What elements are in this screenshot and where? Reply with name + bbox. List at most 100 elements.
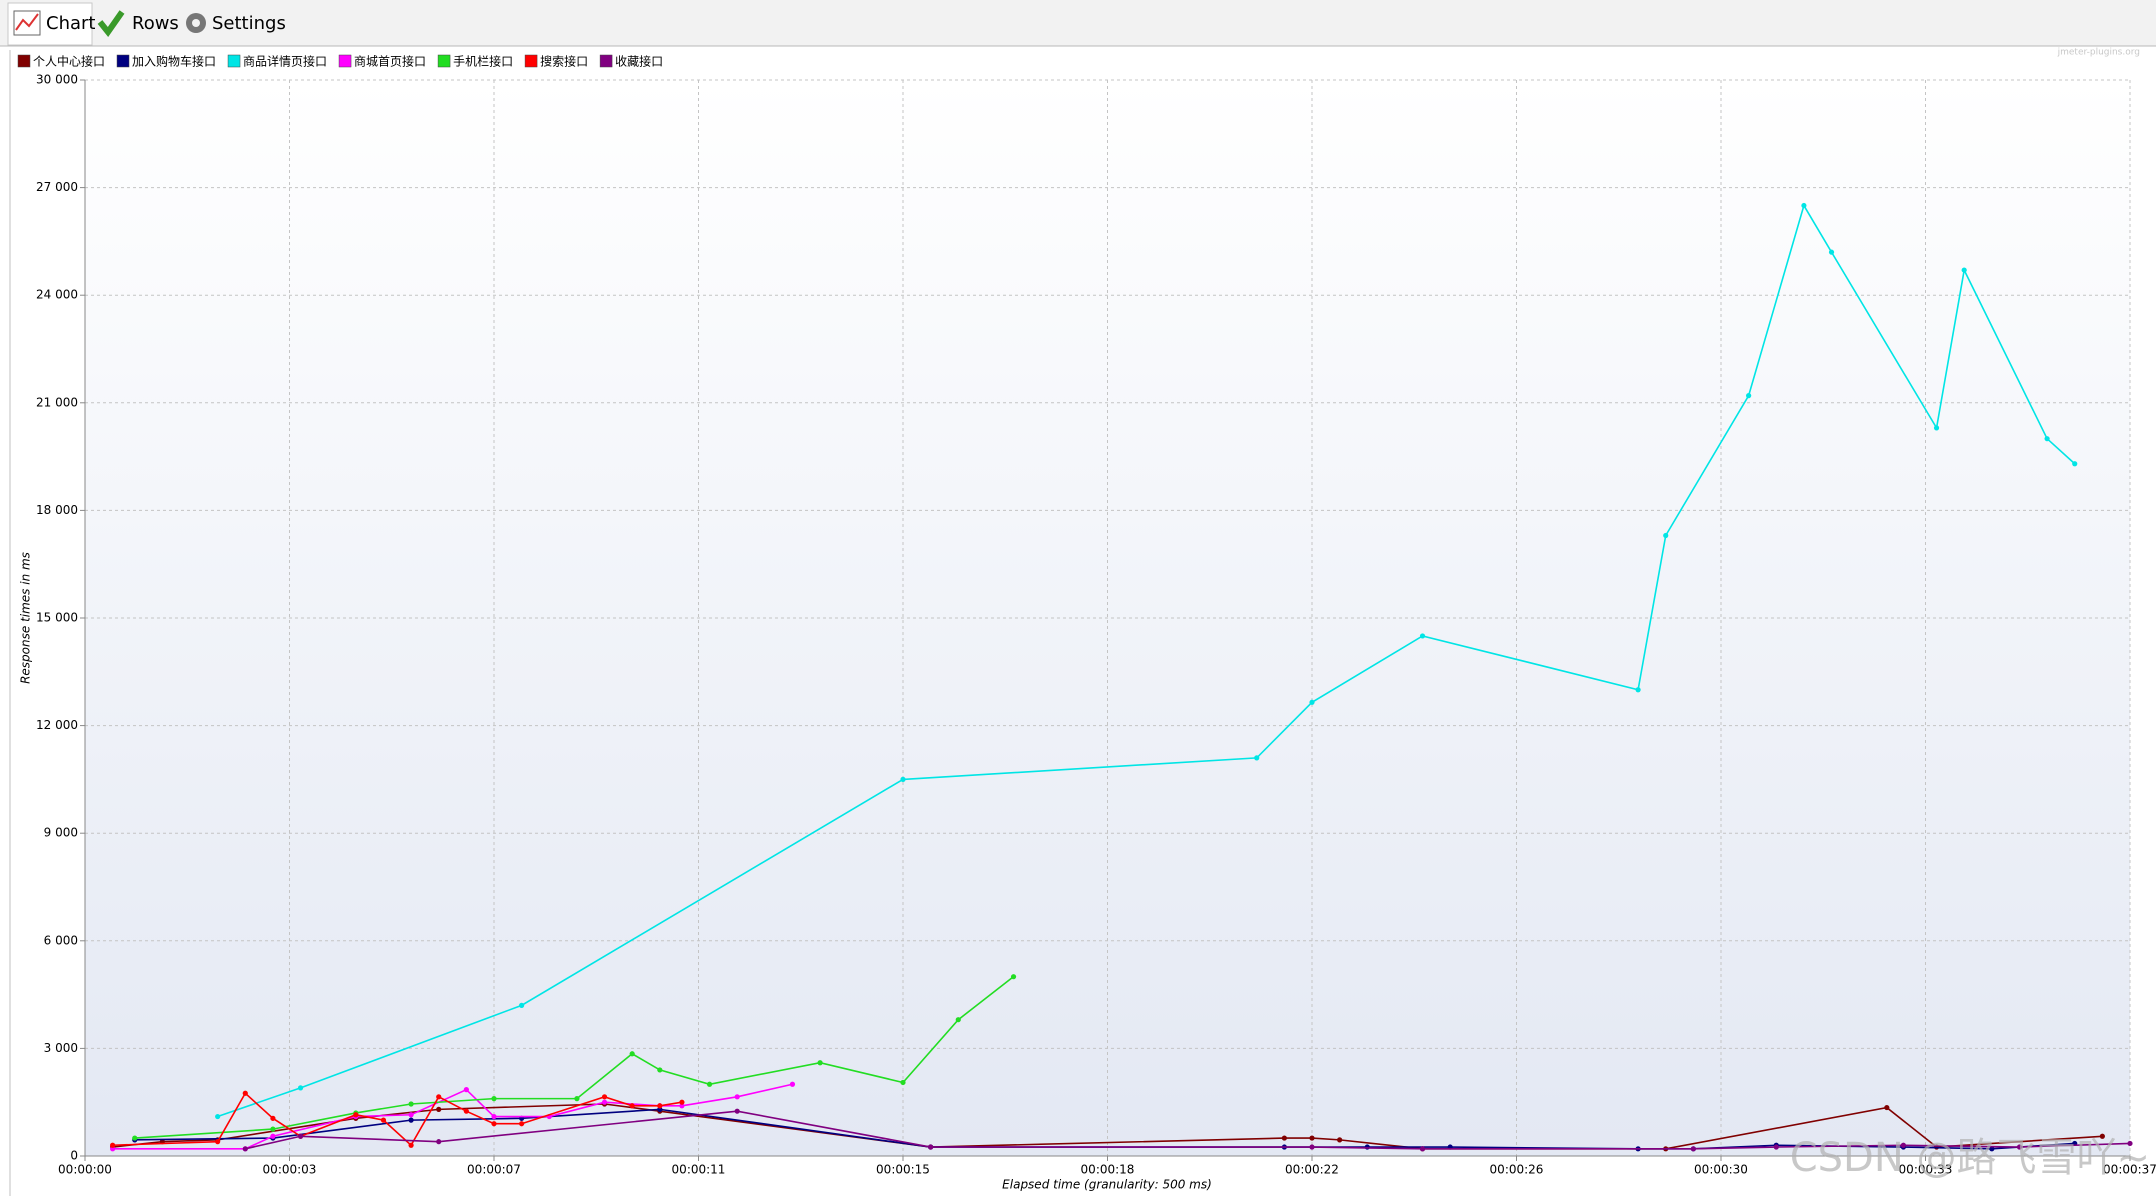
data-point [1419, 1146, 1426, 1152]
data-point [657, 1067, 663, 1073]
data-point [436, 1139, 442, 1145]
data-point [1746, 393, 1752, 399]
data-point [463, 1087, 469, 1093]
legend-label: 商品详情页接口 [243, 54, 327, 69]
data-point [1337, 1137, 1343, 1143]
data-point [601, 1094, 608, 1100]
data-point [270, 1133, 276, 1139]
y-tick-label: 6 000 [44, 933, 78, 947]
x-axis-label: Elapsed time (granularity: 500 ms) [1002, 1178, 1212, 1192]
data-point [242, 1090, 248, 1096]
data-point [1801, 202, 1807, 209]
y-tick-label: 18 000 [36, 503, 78, 517]
data-point [679, 1099, 685, 1105]
data-point [629, 1051, 635, 1057]
data-point [110, 1146, 116, 1152]
data-point [1828, 249, 1835, 255]
data-point [380, 1117, 387, 1123]
series-line [112, 1103, 2103, 1150]
data-point [2127, 1140, 2133, 1147]
data-point [215, 1139, 221, 1145]
data-point [1773, 1144, 1779, 1150]
data-point [297, 1085, 304, 1091]
watermark: CSDN @路飞雪吖~ [1790, 1135, 2150, 1181]
rows-icon [97, 10, 125, 38]
x-tick-label: 00:00:03 [263, 1163, 317, 1177]
data-point [1690, 1146, 1696, 1152]
data-point [1281, 1135, 1287, 1141]
data-point [629, 1103, 635, 1109]
chart-icon [13, 10, 41, 36]
data-point [2099, 1133, 2105, 1139]
data-point [706, 1081, 713, 1087]
y-tick-label: 27 000 [36, 180, 78, 194]
data-point [491, 1113, 497, 1120]
data-point [574, 1096, 580, 1102]
data-point [1254, 755, 1260, 761]
data-point [955, 1017, 961, 1023]
legend-swatch [227, 54, 241, 68]
y-tick-label: 9 000 [44, 826, 78, 840]
x-tick-label: 00:00:33 [1899, 1163, 1953, 1177]
site-label: jmeter-plugins.org [2057, 48, 2140, 58]
legend-label: 手机栏接口 [453, 54, 513, 69]
tab[interactable]: Settings [212, 13, 286, 34]
data-point [900, 776, 906, 783]
data-point [1989, 1146, 1995, 1152]
data-point [1635, 687, 1641, 693]
tab-active[interactable] [7, 2, 93, 46]
x-tick-label: 00:00:11 [672, 1163, 726, 1177]
data-point [353, 1112, 359, 1118]
data-point [297, 1133, 304, 1139]
data-point [657, 1103, 663, 1109]
data-point [436, 1094, 442, 1100]
series-line [217, 203, 2076, 1118]
data-point [900, 1079, 906, 1086]
toolbar [0, 0, 2156, 46]
data-point [463, 1108, 469, 1114]
data-point [519, 1121, 525, 1127]
legend-label: 搜索接口 [540, 54, 588, 69]
data-point [215, 1113, 221, 1120]
legend-swatch [338, 54, 352, 68]
data-point [408, 1142, 414, 1148]
data-point [2072, 461, 2078, 467]
data-point [1933, 425, 1940, 431]
data-point [408, 1117, 414, 1123]
data-point [1309, 699, 1315, 705]
data-point [436, 1106, 442, 1112]
x-tick-label: 00:00:30 [1694, 1163, 1748, 1177]
legend-swatch [116, 54, 130, 68]
x-tick-label: 00:00:26 [1490, 1163, 1544, 1177]
y-tick-label: 12 000 [36, 718, 78, 732]
data-point [734, 1108, 740, 1114]
x-tick-label: 00:00:22 [1285, 1163, 1339, 1177]
data-point [789, 1081, 796, 1087]
y-tick-label: 3 000 [44, 1041, 78, 1055]
tab[interactable]: Chart [46, 13, 95, 34]
y-tick-label: 21 000 [36, 395, 78, 409]
data-point [1663, 532, 1669, 539]
settings-icon [186, 13, 206, 33]
data-point [491, 1096, 497, 1102]
y-tick-label: 0 [70, 1149, 78, 1163]
legend-swatch [524, 54, 538, 68]
legend-swatch [437, 54, 451, 68]
data-point [519, 1002, 525, 1008]
data-point [1309, 1135, 1315, 1141]
data-point [408, 1112, 414, 1118]
data-point [1961, 267, 1967, 273]
data-point [1884, 1104, 1890, 1111]
legend-label: 商城首页接口 [354, 54, 426, 69]
data-point [242, 1146, 248, 1152]
data-point [734, 1094, 740, 1100]
y-tick-label: 30 000 [36, 73, 78, 87]
legend-swatch [599, 54, 613, 68]
data-point [1419, 633, 1426, 639]
tab[interactable]: Rows [132, 13, 179, 34]
data-point [1364, 1144, 1370, 1150]
data-point [1309, 1144, 1315, 1150]
data-point [270, 1126, 276, 1132]
